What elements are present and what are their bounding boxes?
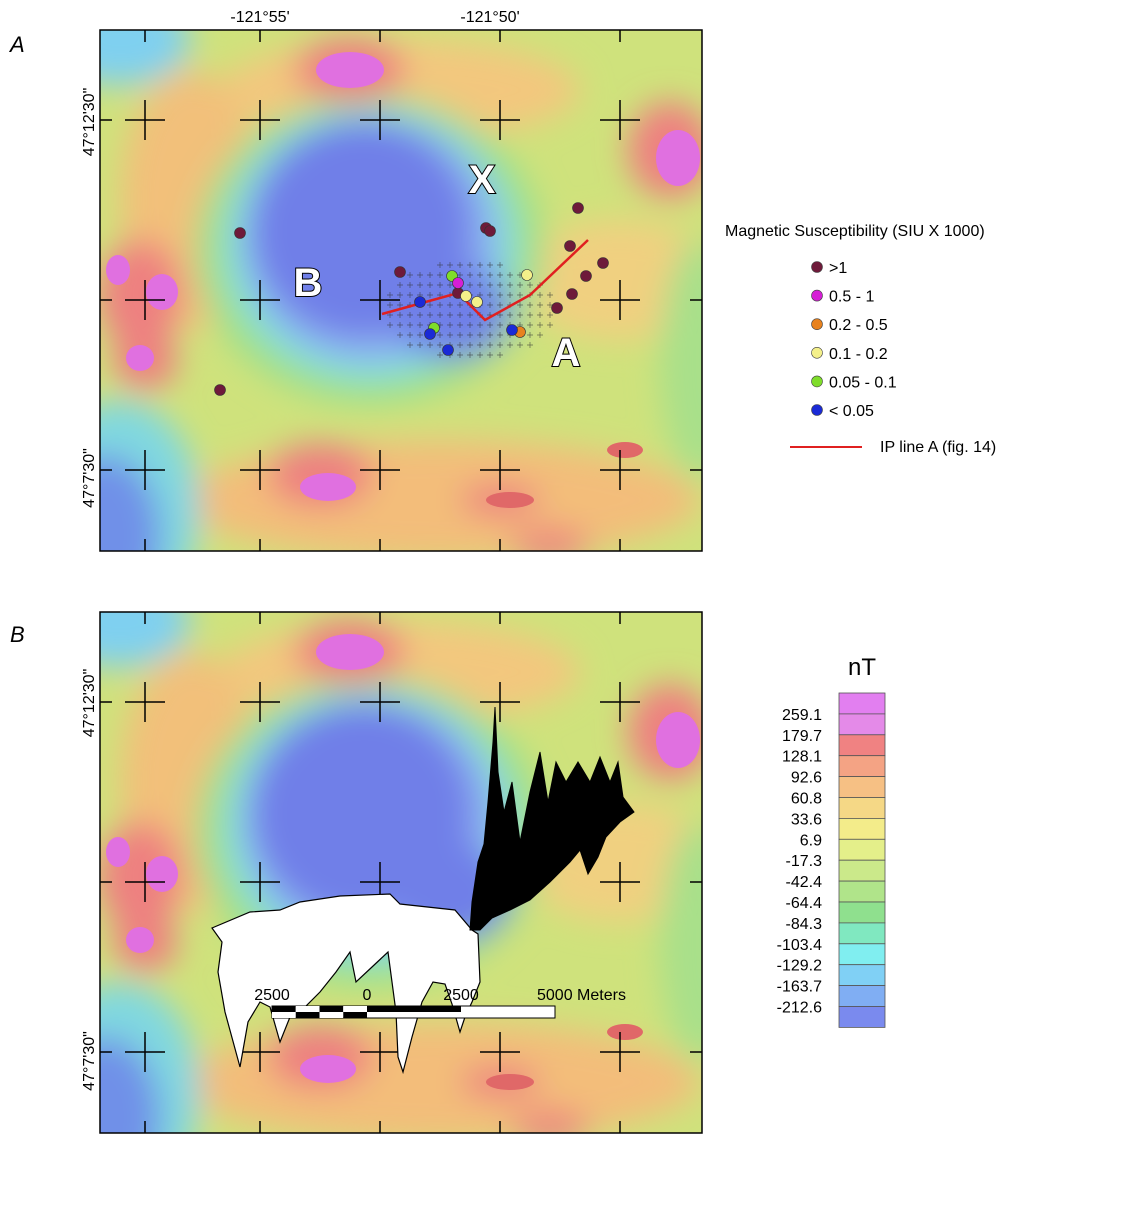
scale-seg: [320, 1006, 344, 1012]
scale-seg: [343, 1012, 367, 1018]
legend-label: 0.2 - 0.5: [829, 317, 888, 334]
map-label: A: [552, 331, 581, 375]
color-box: [839, 1007, 885, 1028]
sample-point: [415, 297, 426, 308]
color-box: [839, 756, 885, 777]
sample-point: [552, 303, 563, 314]
scale-label: 5000 Meters: [537, 987, 626, 1004]
sample-point: [565, 241, 576, 252]
panel-label: B: [10, 622, 25, 647]
scale-title: nT: [848, 654, 876, 681]
sample-point: [453, 278, 464, 289]
color-box: [839, 881, 885, 902]
lat-label: 47°7'30": [81, 1031, 98, 1091]
scale-label: 0: [363, 987, 372, 1004]
lon-label: -121°50': [460, 9, 519, 26]
scale-seg: [296, 1012, 320, 1018]
scale-label: 179.7: [782, 728, 822, 745]
sample-point: [472, 297, 483, 308]
sample-point: [395, 267, 406, 278]
map-label: X: [469, 158, 496, 202]
color-box: [839, 944, 885, 965]
panel-label: A: [8, 32, 25, 57]
sample-point: [522, 270, 533, 281]
scale-seg: [343, 1006, 367, 1012]
scale-label: -103.4: [777, 937, 822, 954]
scale-label: 33.6: [791, 811, 822, 828]
sample-point: [567, 289, 578, 300]
lat-label: 47°12'30": [81, 88, 98, 157]
scale-label: -17.3: [786, 853, 823, 870]
scale-label: 128.1: [782, 749, 822, 766]
scale-label: -129.2: [777, 958, 822, 975]
scale-label: -42.4: [786, 874, 823, 891]
sample-point: [573, 203, 584, 214]
scale-label: 2500: [443, 987, 479, 1004]
legend-marker: [812, 290, 823, 301]
scale-label: 2500: [254, 987, 290, 1004]
legend-marker: [812, 347, 823, 358]
legend-marker: [812, 319, 823, 330]
color-box: [839, 923, 885, 944]
legend-label: >1: [829, 260, 847, 277]
scale-label: 60.8: [791, 791, 822, 808]
sample-point: [581, 271, 592, 282]
sample-point: [235, 228, 246, 239]
color-box: [839, 735, 885, 756]
color-box: [839, 818, 885, 839]
color-box: [839, 714, 885, 735]
scale-seg: [320, 1012, 344, 1018]
scale-label: -84.3: [786, 916, 823, 933]
legend-label: IP line A (fig. 14): [880, 439, 996, 456]
color-box: [839, 986, 885, 1007]
scale-seg: [272, 1012, 296, 1018]
sample-point: [425, 329, 436, 340]
legend-label: < 0.05: [829, 403, 874, 420]
scale-seg: [296, 1006, 320, 1012]
color-box: [839, 798, 885, 819]
legend-label: 0.05 - 0.1: [829, 374, 897, 391]
sample-point: [443, 345, 454, 356]
scale-label: -212.6: [777, 1000, 822, 1017]
sample-point: [507, 325, 518, 336]
legend-label: 0.1 - 0.2: [829, 346, 888, 363]
legend-marker: [812, 405, 823, 416]
legend-label: 0.5 - 1: [829, 289, 874, 306]
legend-marker: [812, 262, 823, 273]
sample-point: [598, 258, 609, 269]
scale-label: 92.6: [791, 770, 822, 787]
color-box: [839, 965, 885, 986]
sample-point: [461, 291, 472, 302]
color-box: [839, 777, 885, 798]
scale-seg: [367, 1006, 461, 1012]
sample-point: [215, 385, 226, 396]
scale-label: -64.4: [786, 895, 823, 912]
sample-point: [485, 226, 496, 237]
scale-label: 6.9: [800, 832, 822, 849]
color-box: [839, 860, 885, 881]
lat-label: 47°12'30": [81, 669, 98, 738]
color-box: [839, 902, 885, 923]
scale-label: 259.1: [782, 707, 822, 724]
figure: A B -121°55' -121°50' 47°12'30" 47°7'30"…: [0, 0, 1122, 1219]
map-b: [40, 577, 740, 1202]
lon-label: -121°55': [230, 9, 289, 26]
legend-title: Magnetic Susceptibility (SIU X 1000): [725, 223, 985, 240]
map-label: B: [294, 261, 323, 305]
color-box: [839, 693, 885, 714]
scale-seg: [272, 1006, 296, 1012]
map-a: X B A: [40, 0, 740, 620]
color-box: [839, 839, 885, 860]
scale-label: -163.7: [777, 979, 822, 996]
legend-marker: [812, 376, 823, 387]
lat-label: 47°7'30": [81, 448, 98, 508]
